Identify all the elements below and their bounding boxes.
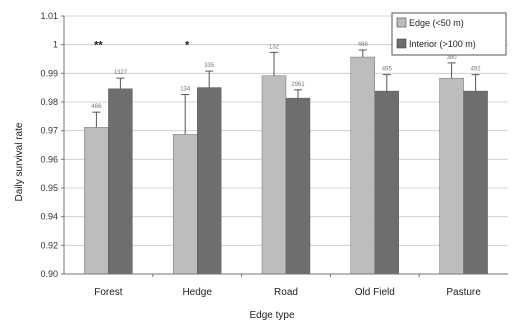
- x-categories: Forest Hedge Road Old Field Pasture: [94, 274, 481, 298]
- significance-mark: **: [94, 39, 103, 51]
- x-category-label: Hedge: [182, 287, 212, 298]
- legend-box: [391, 12, 507, 56]
- sample-size-label: 492: [471, 67, 482, 73]
- sample-size-label: 2961: [291, 82, 305, 88]
- legend-swatch-edge: [396, 17, 407, 28]
- sample-size-label: 1327: [114, 70, 128, 76]
- sample-size-label: 380: [447, 55, 458, 61]
- y-tick-label: 0.92: [40, 240, 58, 250]
- bar: [374, 90, 399, 275]
- y-tick-label: 1.01: [40, 11, 58, 21]
- significance-marks: ** *: [94, 39, 190, 51]
- bar: [261, 75, 287, 275]
- y-tick-label: 0.90: [40, 269, 58, 279]
- x-category-label: Old Field: [355, 287, 395, 298]
- x-category-label: Forest: [94, 287, 123, 298]
- sample-size-label: 466: [358, 42, 369, 48]
- axes: [63, 16, 508, 275]
- sample-size-label: 335: [204, 63, 215, 69]
- legend: Edge (<50 m) Interior (>100 m): [391, 12, 507, 56]
- y-tick-label: 0.99: [40, 68, 58, 78]
- bar: [439, 77, 464, 275]
- x-category-label: Pasture: [446, 287, 481, 298]
- y-tick-label: 0.94: [40, 212, 58, 222]
- y-tick-label: 0.98: [40, 97, 58, 107]
- bar: [196, 87, 222, 275]
- legend-label-edge: Edge (<50 m): [409, 18, 464, 28]
- sample-size-label: 466: [91, 104, 102, 110]
- y-axis-title: Daily survival rate: [14, 122, 25, 201]
- sample-size-label: 132: [269, 44, 280, 50]
- bar: [463, 90, 488, 275]
- y-tick-label: 1: [53, 40, 58, 50]
- y-ticks: 0.90 0.92 0.94 0.95 0.96 0.97 0.98 0.99 1 1.01: [40, 11, 64, 279]
- bar: [285, 97, 311, 275]
- y-tick-label: 0.95: [40, 183, 58, 193]
- bar: [172, 134, 198, 275]
- bars: 466 1327 134 335 132 2961 466 495 380 492: [84, 42, 488, 275]
- bar: [108, 88, 133, 275]
- x-category-label: Road: [274, 287, 298, 298]
- sample-size-label: 134: [180, 87, 191, 93]
- significance-mark: *: [185, 39, 190, 51]
- bar: [350, 56, 375, 275]
- legend-label-interior: Interior (>100 m): [409, 39, 476, 49]
- bar: [84, 127, 109, 275]
- y-tick-label: 0.96: [40, 154, 58, 164]
- sample-size-label: 495: [382, 67, 393, 73]
- y-tick-label: 0.97: [40, 126, 58, 136]
- x-axis-title: Edge type: [249, 310, 294, 321]
- legend-swatch-interior: [396, 38, 407, 49]
